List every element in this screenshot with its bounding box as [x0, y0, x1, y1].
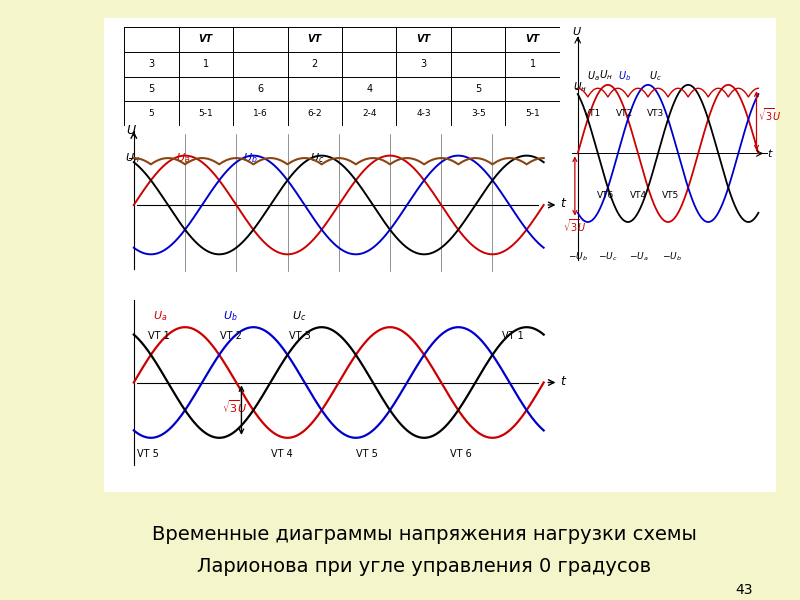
Text: $U_н$: $U_н$ — [125, 151, 139, 165]
Text: $U$: $U$ — [126, 124, 137, 137]
Text: 4-3: 4-3 — [417, 109, 431, 118]
Text: Временные диаграммы напряжения нагрузки схемы: Временные диаграммы напряжения нагрузки … — [151, 524, 697, 544]
Text: VT 3: VT 3 — [289, 331, 310, 341]
Text: $U_н$: $U_н$ — [573, 80, 587, 94]
Text: Ларионова при угле управления 0 градусов: Ларионова при угле управления 0 градусов — [197, 557, 651, 577]
Text: 5-1: 5-1 — [526, 109, 540, 118]
Text: $-U_b$: $-U_b$ — [662, 251, 682, 263]
Text: VT 1: VT 1 — [502, 331, 524, 341]
Text: $t$: $t$ — [767, 147, 774, 159]
Text: 3: 3 — [421, 59, 427, 69]
Text: $U_a$: $U_a$ — [154, 309, 168, 323]
Text: VT: VT — [526, 34, 540, 44]
Text: VT 5: VT 5 — [355, 449, 378, 459]
Text: $t$: $t$ — [560, 197, 567, 211]
Text: $U_c$: $U_c$ — [292, 309, 306, 323]
Text: VT5: VT5 — [662, 191, 679, 200]
Text: $U_c$: $U_c$ — [310, 152, 324, 166]
Text: 5: 5 — [475, 84, 482, 94]
Text: $U_a$: $U_a$ — [176, 152, 190, 166]
Text: 1-6: 1-6 — [253, 109, 268, 118]
Text: VT 4: VT 4 — [270, 449, 293, 459]
Text: $U_b$: $U_b$ — [618, 70, 631, 83]
Text: VT4: VT4 — [630, 191, 646, 200]
Text: VT: VT — [198, 34, 213, 44]
Text: VT 1: VT 1 — [149, 331, 170, 341]
Text: $\sqrt{3}U$: $\sqrt{3}U$ — [758, 106, 782, 122]
Text: $\sqrt{3}U$: $\sqrt{3}U$ — [563, 218, 586, 235]
Text: $U_н$: $U_н$ — [599, 68, 614, 82]
Text: $U_c$: $U_c$ — [649, 70, 662, 83]
Text: 6-2: 6-2 — [307, 109, 322, 118]
Text: 2-4: 2-4 — [362, 109, 377, 118]
Text: 4: 4 — [366, 84, 372, 94]
Text: $\sqrt{3}U$: $\sqrt{3}U$ — [222, 398, 248, 415]
Text: $-U_b$: $-U_b$ — [568, 251, 588, 263]
Text: VT: VT — [417, 34, 431, 44]
Text: $U_a$: $U_a$ — [587, 70, 600, 83]
Text: $t$: $t$ — [560, 375, 567, 388]
Text: 43: 43 — [735, 583, 753, 597]
Text: VT3: VT3 — [646, 109, 664, 118]
Text: VT6: VT6 — [597, 191, 614, 200]
Text: 1: 1 — [530, 59, 536, 69]
Text: VT 5: VT 5 — [137, 449, 159, 459]
Text: $U$: $U$ — [572, 25, 582, 37]
Text: 5-1: 5-1 — [198, 109, 213, 118]
Text: 5: 5 — [148, 109, 154, 118]
Text: 5: 5 — [148, 84, 154, 94]
Text: VT 2: VT 2 — [220, 331, 242, 341]
Text: $-U_c$: $-U_c$ — [598, 251, 618, 263]
Text: 3-5: 3-5 — [471, 109, 486, 118]
Text: 1: 1 — [202, 59, 209, 69]
Text: VT2: VT2 — [616, 109, 634, 118]
Text: VT: VT — [308, 34, 322, 44]
Text: $U_b$: $U_b$ — [243, 152, 258, 166]
Text: VT 6: VT 6 — [450, 449, 472, 459]
Text: 6: 6 — [257, 84, 263, 94]
Text: 2: 2 — [312, 59, 318, 69]
Text: $U_b$: $U_b$ — [223, 309, 238, 323]
Text: $-U_a$: $-U_a$ — [630, 251, 649, 263]
Text: 3: 3 — [148, 59, 154, 69]
Text: VT1: VT1 — [583, 109, 601, 118]
